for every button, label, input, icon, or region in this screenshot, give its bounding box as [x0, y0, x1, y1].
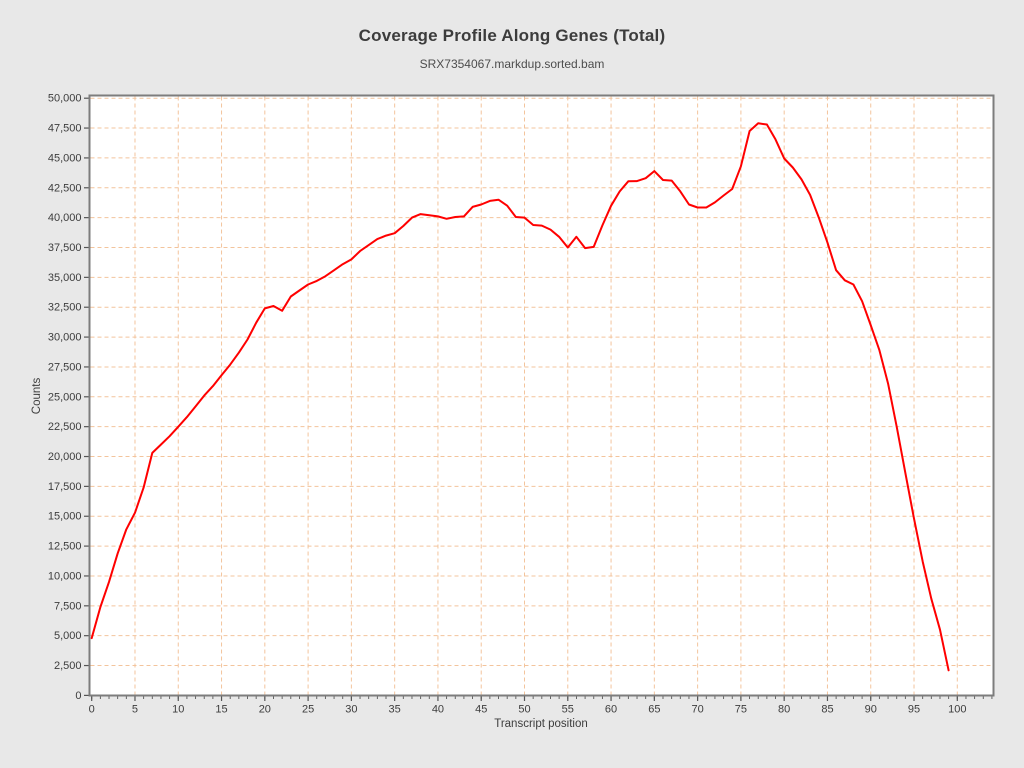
plot-area	[89, 95, 994, 696]
x-tick-label: 30	[345, 704, 357, 716]
chart-subtitle: SRX7354067.markdup.sorted.bam	[419, 57, 605, 71]
y-tick-label: 12,500	[48, 541, 82, 553]
x-tick-label: 25	[302, 704, 314, 716]
y-tick-label: 42,500	[48, 182, 82, 194]
x-tick-label: 65	[648, 704, 660, 716]
y-tick-label: 25,000	[48, 391, 82, 403]
chart-title: Coverage Profile Along Genes (Total)	[358, 26, 666, 45]
y-tick-label: 17,500	[48, 481, 82, 493]
x-tick-label: 90	[865, 704, 877, 716]
y-tick-label: 5,000	[54, 630, 82, 642]
y-tick-label: 27,500	[48, 361, 82, 373]
y-tick-label: 7,500	[54, 600, 82, 612]
x-tick-label: 5	[132, 704, 138, 716]
chart-plot: 0 5 10 15 20 25 30 35 40 45 50 55 60 65 70 75 80 85 90 95 10…	[48, 93, 995, 716]
x-tick-label: 45	[475, 704, 487, 716]
y-tick-label: 37,500	[48, 242, 82, 254]
x-tick-label: 70	[691, 704, 703, 716]
plot-frame	[88, 94, 995, 697]
x-tick-label: 40	[432, 704, 444, 716]
x-tick-label: 75	[735, 704, 747, 716]
coverage-line	[90, 122, 950, 672]
y-tick-label: 35,000	[48, 272, 82, 284]
y-tick-label: 10,000	[48, 570, 82, 582]
y-tick-label: 40,000	[48, 212, 82, 224]
x-tick-label: 85	[821, 704, 833, 716]
x-tick-label: 0	[89, 704, 95, 716]
y-axis-label: Counts	[31, 378, 43, 415]
x-tick-label: 10	[172, 704, 184, 716]
y-tick-label: 22,500	[48, 421, 82, 433]
x-tick-label: 100	[948, 704, 966, 716]
x-tick-label: 95	[908, 704, 920, 716]
x-tick-label: 55	[562, 704, 574, 716]
y-tick-label: 50,000	[48, 93, 82, 105]
x-tick-label: 50	[518, 704, 530, 716]
y-tick-label: 15,000	[48, 511, 82, 523]
x-tick-label: 60	[605, 704, 617, 716]
y-tick-label: 30,000	[48, 332, 82, 344]
x-tick-label: 35	[389, 704, 401, 716]
y-tick-label: 2,500	[54, 660, 82, 672]
x-tick-label: 20	[259, 704, 271, 716]
y-tick-label: 20,000	[48, 451, 82, 463]
y-tick-label: 47,500	[48, 123, 82, 135]
y-tick-label: 32,500	[48, 302, 82, 314]
x-axis-label: Transcript position	[494, 718, 588, 730]
y-tick-label: 0	[75, 690, 81, 702]
x-tick-label: 15	[215, 704, 227, 716]
x-tick-label: 80	[778, 704, 790, 716]
y-tick-label: 45,000	[48, 152, 82, 164]
